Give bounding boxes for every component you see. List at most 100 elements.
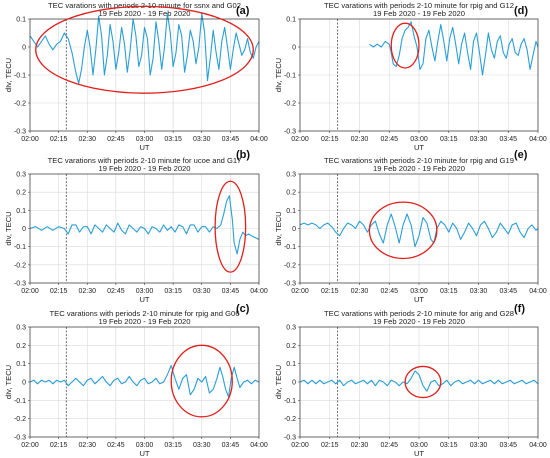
x-tick-label: 02:15	[50, 442, 68, 449]
y-axis-label: dIv, TECU	[274, 211, 283, 245]
x-tick-label: 03:00	[410, 288, 428, 295]
x-tick-label: 02:45	[380, 442, 398, 449]
chart-subtitle: 19 Feb 2020 - 19 Feb 2020	[98, 9, 190, 18]
chart-subtitle: 19 Feb 2020 - 19 Feb 2020	[98, 164, 190, 173]
x-tick-label: 03:15	[440, 442, 458, 449]
x-tick-label: 03:30	[470, 136, 488, 143]
x-tick-label: 02:15	[50, 136, 68, 143]
chart-subtitle: 19 Feb 2020 - 19 Feb 2020	[98, 317, 190, 326]
x-tick-label: 03:30	[193, 442, 211, 449]
plot-frame	[29, 326, 260, 438]
y-tick-label: -0.3	[14, 281, 26, 288]
y-axis-label: dIv, TECU	[274, 58, 283, 92]
x-tick-label: 03:45	[499, 136, 517, 143]
y-tick-label: -0.3	[284, 281, 296, 288]
y-axis-label: dIv, TECU	[274, 365, 283, 399]
x-tick-label: 02:30	[78, 136, 96, 143]
y-tick-label: 0.3	[16, 325, 26, 332]
x-tick-label: 04:00	[529, 288, 547, 295]
panel-label: (c)	[236, 303, 250, 315]
x-tick-label: 03:45	[222, 136, 240, 143]
x-tick-label: 03:15	[440, 136, 458, 143]
y-tick-label: -0.1	[14, 244, 26, 251]
y-tick-label: -0.1	[284, 73, 296, 80]
y-tick-label: -0.3	[284, 129, 296, 136]
x-tick-label: 03:45	[222, 442, 240, 449]
x-tick-label: 03:00	[410, 136, 428, 143]
y-tick-label: 0.1	[286, 208, 296, 215]
x-tick-label: 02:45	[380, 288, 398, 295]
x-tick-label: 02:15	[321, 288, 339, 295]
x-axis-label: UT	[139, 143, 149, 152]
plot-frame	[299, 326, 539, 438]
x-tick-label: 03:30	[470, 442, 488, 449]
plot-frame	[299, 18, 539, 132]
chart-panel: TEC varations with periods 2-10 minute f…	[274, 303, 547, 458]
x-tick-label: 03:00	[136, 136, 154, 143]
chart-title: TEC varations with periods 2-10 minute f…	[48, 1, 241, 10]
y-tick-label: -0.2	[14, 101, 26, 108]
series-line	[369, 21, 539, 76]
panel-label: (f)	[514, 303, 525, 315]
x-tick-label: 04:00	[250, 136, 268, 143]
chart-title: TEC varations with periods 2-10 minute f…	[48, 156, 242, 165]
panel-label: (d)	[514, 5, 528, 17]
y-tick-label: 0	[22, 380, 26, 387]
plot-frame	[29, 18, 260, 132]
y-tick-label: -0.2	[284, 262, 296, 269]
chart-title: TEC varations with periods 2-10 minute f…	[324, 1, 514, 10]
y-tick-label: 0	[292, 45, 296, 52]
y-axis-label: dIv, TECU	[4, 211, 13, 245]
x-tick-label: 02:00	[21, 136, 39, 143]
highlight-ellipse	[368, 201, 438, 260]
y-tick-label: 0.1	[286, 361, 296, 368]
y-axis-label: dIv, TECU	[4, 58, 13, 92]
x-tick-label: 02:30	[351, 288, 369, 295]
chart-panel: TEC varations with periods 2-10 minute f…	[4, 303, 268, 458]
x-tick-label: 02:30	[351, 136, 369, 143]
x-tick-label: 03:15	[164, 442, 182, 449]
chart-title: TEC varations with periods 2-10 minute f…	[324, 156, 514, 165]
x-tick-label: 02:45	[380, 136, 398, 143]
x-tick-label: 03:45	[222, 288, 240, 295]
x-tick-label: 02:00	[21, 288, 39, 295]
chart-panel: TEC varations with periods 2-10 minute f…	[4, 1, 268, 152]
y-tick-label: 0.3	[286, 325, 296, 332]
y-tick-label: 0.2	[286, 343, 296, 350]
y-tick-label: -0.2	[14, 416, 26, 423]
x-tick-label: 04:00	[529, 442, 547, 449]
y-tick-label: -0.1	[284, 244, 296, 251]
x-tick-label: 02:45	[107, 136, 125, 143]
highlight-ellipse	[35, 5, 254, 94]
x-tick-label: 02:15	[321, 136, 339, 143]
chart-panel: TEC varations with periods 2-10 minute f…	[4, 149, 268, 304]
y-tick-label: 0	[292, 380, 296, 387]
y-tick-label: 0.1	[16, 17, 26, 24]
y-tick-label: 0.2	[286, 190, 296, 197]
x-tick-label: 03:15	[440, 288, 458, 295]
x-tick-label: 02:00	[21, 442, 39, 449]
x-tick-label: 04:00	[250, 442, 268, 449]
chart-title: TEC varations with periods 2-10 minute f…	[324, 309, 514, 318]
x-tick-label: 04:00	[250, 288, 268, 295]
x-tick-label: 02:30	[351, 442, 369, 449]
chart-title: TEC varations with periods 2-10 minute f…	[50, 309, 240, 318]
x-tick-label: 03:30	[193, 136, 211, 143]
plot-frame	[29, 173, 260, 284]
y-tick-label: -0.2	[14, 262, 26, 269]
series-line	[29, 12, 260, 84]
x-tick-label: 03:00	[410, 442, 428, 449]
x-axis-label: UT	[139, 295, 149, 304]
x-tick-label: 02:00	[291, 288, 309, 295]
chart-subtitle: 19 Feb 2020 - 19 Feb 2020	[373, 317, 465, 326]
chart-panel: TEC varations with periods 2-10 minute f…	[274, 149, 547, 304]
x-tick-label: 02:15	[50, 288, 68, 295]
panel-label: (e)	[514, 149, 528, 161]
y-tick-label: -0.3	[14, 129, 26, 136]
x-tick-label: 04:00	[529, 136, 547, 143]
highlight-ellipse	[214, 180, 247, 273]
y-tick-label: 0.2	[16, 190, 26, 197]
series-line	[299, 370, 539, 392]
x-tick-label: 03:45	[499, 288, 517, 295]
